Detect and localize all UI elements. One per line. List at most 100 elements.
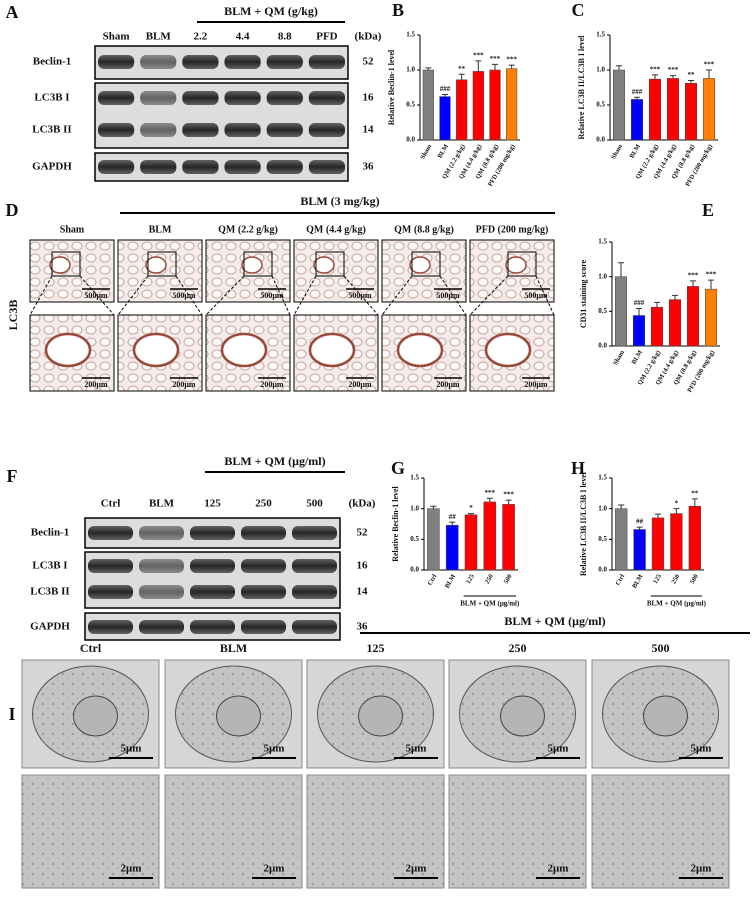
bar	[439, 96, 451, 141]
band	[98, 123, 135, 137]
band	[224, 91, 261, 105]
panel-letter: G	[391, 458, 405, 478]
band	[88, 526, 133, 540]
vessel	[308, 332, 356, 368]
x-tick-label: Ctrl	[614, 573, 626, 587]
band	[182, 123, 219, 137]
scale-label: 5μm	[691, 743, 712, 755]
vessel	[484, 332, 532, 368]
y-tick-label: 0.5	[596, 101, 605, 109]
zoom-line	[117, 275, 149, 316]
band	[182, 160, 219, 174]
band	[139, 585, 184, 599]
y-tick-label: 1.0	[406, 66, 415, 74]
lane-label: BLM	[149, 498, 175, 510]
scale-label: 500μm	[260, 291, 284, 300]
error-bar	[706, 69, 712, 79]
band	[292, 559, 337, 573]
bar	[427, 508, 440, 571]
y-tick-label: 1.0	[596, 66, 605, 74]
error-bar	[425, 67, 432, 70]
x-tick-label: 500	[689, 573, 700, 585]
scale-label: 500μm	[524, 291, 548, 300]
kda-header: (kDa)	[355, 31, 382, 43]
zoom-line	[79, 275, 115, 316]
scale-label: 5μm	[264, 743, 285, 755]
error-bar	[690, 280, 696, 287]
error-bar	[505, 499, 512, 505]
band	[308, 123, 345, 137]
bar	[704, 288, 718, 347]
error-bar	[636, 526, 643, 530]
significance: ***	[473, 52, 484, 60]
error-bar	[636, 308, 642, 316]
band	[182, 55, 219, 69]
significance: ***	[668, 66, 679, 74]
row-label: LC3B	[6, 300, 20, 331]
band	[140, 55, 177, 69]
lane-label: 250	[255, 498, 272, 510]
blot-box	[94, 82, 349, 149]
significance: ##	[636, 518, 644, 526]
column-label: Sham	[60, 224, 85, 235]
bar	[670, 513, 683, 571]
band	[140, 91, 177, 105]
bar	[702, 78, 716, 141]
row-label: Beclin-1	[33, 56, 72, 68]
micrograph	[293, 239, 379, 303]
y-tick-label: 1.0	[410, 504, 419, 512]
row-label: LC3B I	[34, 92, 69, 104]
error-bar	[670, 75, 676, 79]
bar	[666, 78, 680, 141]
error-bar	[616, 65, 622, 70]
y-axis-label: CD31 staining score	[579, 259, 588, 328]
bar	[489, 69, 501, 141]
bar	[422, 69, 434, 141]
significance: ***	[503, 491, 514, 499]
row-label: LC3B I	[32, 560, 67, 572]
bar	[445, 524, 459, 571]
kda-header: (kDa)	[349, 498, 376, 510]
band	[88, 585, 133, 599]
error-bar	[458, 73, 465, 80]
y-tick-label: 1.0	[598, 272, 607, 280]
y-tick-label: 1.0	[598, 504, 607, 512]
blot-header: BLM + QM (μg/ml)	[224, 454, 325, 468]
panel-letter: A	[6, 2, 19, 22]
band	[88, 620, 133, 634]
scale-label: 5μm	[406, 743, 427, 755]
y-axis-label: Relative Beclin-1 level	[387, 49, 396, 125]
inset-box	[147, 251, 177, 277]
column-label: QM (4.4 g/kg)	[306, 224, 366, 235]
vessel	[396, 332, 444, 368]
group-header: BLM (3 mg/kg)	[300, 194, 379, 208]
micrograph	[21, 774, 160, 889]
nucleus	[358, 695, 403, 737]
scale-label: 200μm	[348, 380, 372, 389]
panel-letter: D	[6, 200, 19, 220]
lane-label: BLM	[146, 31, 172, 43]
x-axis-label: BLM + QM (μg/ml)	[460, 600, 520, 608]
band	[140, 123, 177, 137]
y-tick-label: 0.0	[598, 566, 607, 574]
significance: ##	[449, 513, 457, 521]
vessel	[313, 256, 335, 274]
blot-box	[94, 152, 349, 182]
vessel	[241, 256, 263, 274]
x-tick-label: Sham	[610, 143, 624, 161]
band	[190, 585, 235, 599]
x-tick-label: 500	[503, 573, 514, 585]
micrograph	[306, 774, 445, 889]
column-label: QM (8.8 g/kg)	[394, 224, 454, 235]
error-bar	[672, 294, 678, 300]
micrograph	[164, 774, 303, 889]
panel-letter: C	[572, 0, 585, 20]
scale-label: 200μm	[172, 380, 196, 389]
band	[308, 55, 345, 69]
row-label: GAPDH	[30, 621, 70, 633]
error-bar	[673, 508, 680, 514]
y-tick-label: 0.0	[410, 566, 419, 574]
band	[139, 526, 184, 540]
significance: ***	[704, 61, 715, 69]
